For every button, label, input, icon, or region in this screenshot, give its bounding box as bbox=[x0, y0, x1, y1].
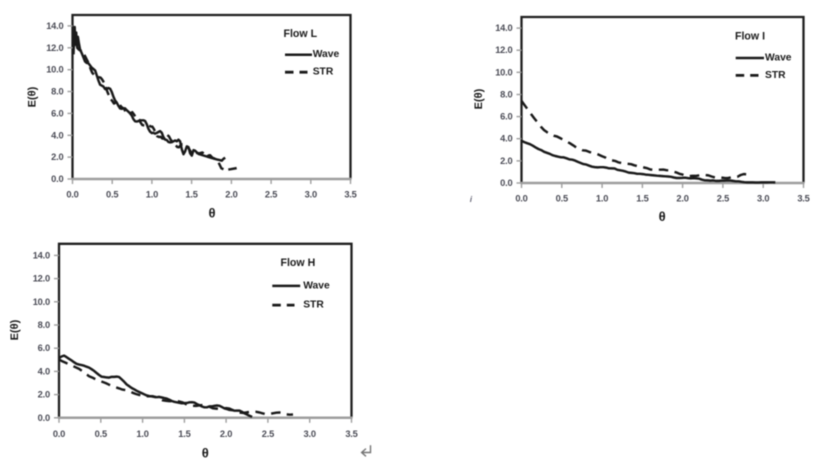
svg-text:10.0: 10.0 bbox=[46, 65, 63, 75]
svg-text:θ: θ bbox=[659, 209, 666, 224]
svg-text:3.5: 3.5 bbox=[345, 429, 357, 439]
svg-text:12.0: 12.0 bbox=[46, 43, 63, 53]
svg-text:2.0: 2.0 bbox=[51, 152, 63, 162]
svg-text:1.5: 1.5 bbox=[636, 193, 648, 203]
svg-text:E(θ): E(θ) bbox=[26, 86, 38, 107]
svg-text:0.0: 0.0 bbox=[515, 193, 527, 203]
svg-text:3.0: 3.0 bbox=[757, 193, 769, 203]
svg-text:1.5: 1.5 bbox=[185, 189, 197, 199]
svg-text:1.5: 1.5 bbox=[178, 429, 190, 439]
svg-text:3.0: 3.0 bbox=[304, 429, 316, 439]
svg-text:STR: STR bbox=[313, 67, 334, 78]
svg-text:θ: θ bbox=[202, 445, 209, 459]
svg-text:1.0: 1.0 bbox=[136, 429, 148, 439]
svg-text:1.0: 1.0 bbox=[146, 189, 158, 199]
svg-text:1.0: 1.0 bbox=[596, 193, 608, 203]
svg-text:2.0: 2.0 bbox=[676, 193, 688, 203]
svg-text:4.0: 4.0 bbox=[500, 134, 512, 144]
svg-text:i: i bbox=[470, 194, 473, 204]
svg-text:8.0: 8.0 bbox=[51, 87, 63, 97]
svg-text:Wave: Wave bbox=[313, 49, 340, 60]
svg-text:14.0: 14.0 bbox=[46, 21, 63, 31]
svg-text:3.5: 3.5 bbox=[797, 193, 809, 203]
svg-text:3.5: 3.5 bbox=[344, 189, 356, 199]
svg-text:2.0: 2.0 bbox=[220, 429, 232, 439]
svg-text:12.0: 12.0 bbox=[33, 274, 50, 284]
svg-text:6.0: 6.0 bbox=[500, 112, 512, 122]
svg-text:Wave: Wave bbox=[765, 53, 792, 64]
svg-text:Flow I: Flow I bbox=[735, 31, 765, 43]
svg-text:4.0: 4.0 bbox=[38, 366, 50, 376]
svg-text:10.0: 10.0 bbox=[33, 297, 50, 307]
svg-text:8.0: 8.0 bbox=[38, 320, 50, 330]
svg-text:3.0: 3.0 bbox=[305, 189, 317, 199]
svg-text:2.0: 2.0 bbox=[38, 390, 50, 400]
svg-text:STR: STR bbox=[765, 70, 786, 81]
svg-text:0.0: 0.0 bbox=[38, 413, 50, 423]
svg-text:0.0: 0.0 bbox=[53, 429, 65, 439]
svg-text:8.0: 8.0 bbox=[500, 90, 512, 100]
svg-text:Wave: Wave bbox=[303, 280, 330, 291]
svg-text:2.5: 2.5 bbox=[265, 189, 277, 199]
svg-text:Flow H: Flow H bbox=[281, 257, 316, 269]
svg-text:14.0: 14.0 bbox=[33, 250, 50, 260]
svg-text:2.5: 2.5 bbox=[717, 193, 729, 203]
svg-text:θ: θ bbox=[208, 205, 215, 220]
svg-text:2.5: 2.5 bbox=[262, 429, 274, 439]
svg-text:6.0: 6.0 bbox=[51, 108, 63, 118]
svg-text:2.0: 2.0 bbox=[500, 156, 512, 166]
svg-text:6.0: 6.0 bbox=[38, 343, 50, 353]
svg-text:14.0: 14.0 bbox=[495, 23, 512, 33]
svg-text:STR: STR bbox=[303, 300, 324, 311]
svg-text:Flow L: Flow L bbox=[284, 28, 318, 40]
svg-text:0.5: 0.5 bbox=[106, 189, 118, 199]
svg-text:4.0: 4.0 bbox=[51, 130, 63, 140]
svg-text:0.0: 0.0 bbox=[66, 189, 78, 199]
svg-text:E(θ): E(θ) bbox=[9, 319, 21, 340]
svg-text:0.0: 0.0 bbox=[500, 178, 512, 188]
svg-text:0.0: 0.0 bbox=[51, 174, 63, 184]
svg-text:2.0: 2.0 bbox=[225, 189, 237, 199]
svg-text:E(θ): E(θ) bbox=[473, 88, 485, 109]
svg-text:12.0: 12.0 bbox=[495, 45, 512, 55]
svg-text:10.0: 10.0 bbox=[495, 67, 512, 77]
svg-text:0.5: 0.5 bbox=[556, 193, 568, 203]
svg-text:0.5: 0.5 bbox=[95, 429, 107, 439]
